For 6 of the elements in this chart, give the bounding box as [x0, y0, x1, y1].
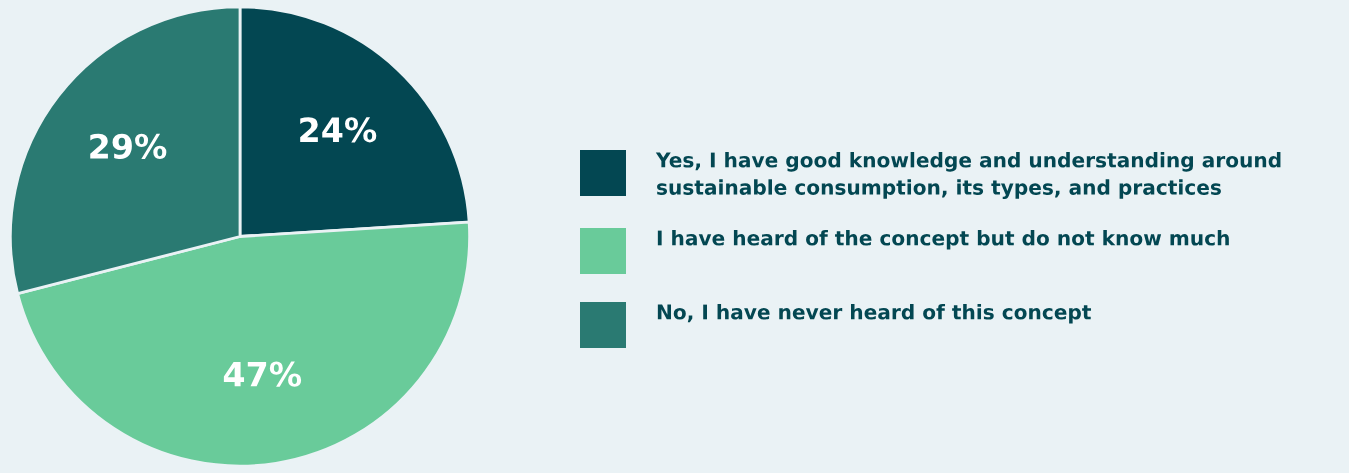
- legend-label: No, I have never heard of this concept: [657, 304, 1092, 324]
- data-label: 29%: [90, 133, 167, 159]
- legend-label: I have heard of the concept but do not know much: [657, 230, 1229, 250]
- legend-label: Yes, I have good knowledge and understanding around sustainable consumption, its types, and practices: [655, 152, 1281, 199]
- data-label: 47%: [223, 361, 302, 387]
- data-label: 24%: [300, 117, 377, 143]
